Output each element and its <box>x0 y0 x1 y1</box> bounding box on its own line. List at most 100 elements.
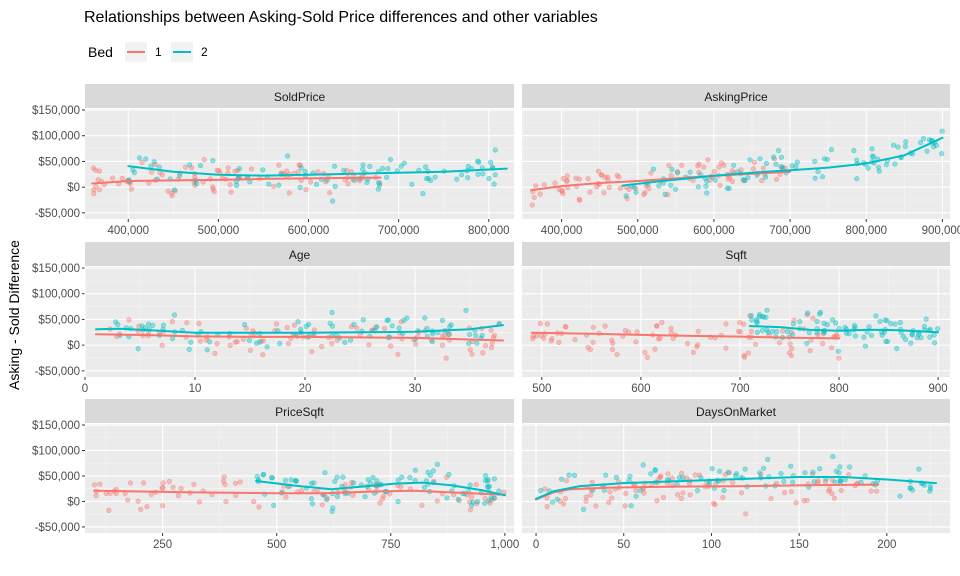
data-point <box>900 333 906 339</box>
data-point <box>345 181 351 187</box>
data-point <box>762 174 769 180</box>
data-point <box>385 317 391 323</box>
data-point <box>354 325 360 331</box>
data-point <box>156 164 162 170</box>
data-point <box>237 479 243 485</box>
data-point <box>483 473 489 479</box>
data-point <box>295 319 301 325</box>
data-point <box>837 464 843 470</box>
data-point <box>139 159 145 165</box>
data-point <box>757 156 763 162</box>
data-point <box>752 341 759 348</box>
data-point <box>376 179 382 186</box>
points-bed-2 <box>254 461 502 515</box>
x-tick-label: 800,000 <box>845 225 887 237</box>
data-point <box>201 157 207 163</box>
data-point <box>544 321 550 327</box>
data-point <box>585 344 591 351</box>
data-point <box>307 179 314 185</box>
data-point <box>324 497 330 503</box>
data-point <box>836 355 842 361</box>
data-point <box>469 494 475 500</box>
data-point <box>939 128 945 134</box>
data-point <box>330 198 336 204</box>
data-point <box>396 325 402 331</box>
data-point <box>628 503 634 509</box>
data-point <box>814 330 820 336</box>
data-point <box>861 334 867 340</box>
data-point <box>593 503 599 509</box>
data-point <box>448 322 454 328</box>
data-point <box>282 477 289 484</box>
x-tick-label: 400,000 <box>107 225 149 237</box>
data-point <box>759 177 765 184</box>
smooth-line-bed-2 <box>748 325 940 334</box>
data-point <box>315 169 321 175</box>
data-point <box>207 339 213 345</box>
y-tick-label: $150,000 <box>32 105 80 117</box>
data-point <box>791 317 797 323</box>
data-point <box>658 473 664 479</box>
data-point <box>251 499 257 505</box>
data-point <box>529 202 535 208</box>
data-point <box>894 345 900 352</box>
data-point <box>196 499 202 505</box>
data-point <box>169 318 175 325</box>
data-point <box>680 490 686 496</box>
data-point <box>890 142 897 148</box>
data-point <box>588 492 594 498</box>
y-tick-label: -$50,000 <box>35 208 80 220</box>
data-point <box>760 465 767 471</box>
facet-panels: SoldPrice -$50,000 $0 $50,000 $100,000 $150,0… <box>32 84 960 551</box>
data-point <box>182 164 188 170</box>
strip-pricesqft <box>85 399 514 423</box>
points-bed-1 <box>90 157 383 199</box>
data-point <box>119 175 125 181</box>
data-point <box>698 474 704 481</box>
y-tick-label: $50,000 <box>38 471 80 483</box>
data-point <box>232 339 238 345</box>
data-point <box>923 316 929 322</box>
data-point <box>439 317 446 324</box>
data-point <box>742 466 748 472</box>
data-point <box>170 484 176 490</box>
data-point <box>833 468 840 474</box>
data-point <box>148 491 154 498</box>
data-point <box>434 498 440 504</box>
data-point <box>815 169 821 175</box>
data-point <box>883 338 889 344</box>
data-point <box>873 488 880 494</box>
data-point <box>590 339 596 345</box>
data-point <box>430 468 436 474</box>
data-point <box>327 190 333 196</box>
data-point <box>793 163 799 170</box>
legend: Bed 1 2 <box>88 42 208 62</box>
smooth-line-bed-2 <box>621 136 944 187</box>
data-point <box>247 179 253 185</box>
data-point <box>765 456 771 463</box>
data-point <box>789 479 796 485</box>
data-point <box>833 331 840 337</box>
data-point <box>309 501 316 507</box>
data-point <box>533 333 540 339</box>
data-point <box>660 494 667 501</box>
data-point <box>388 343 394 349</box>
data-point <box>439 342 446 348</box>
smooth-line-bed-1 <box>91 176 382 185</box>
smooth-line-bed-1 <box>93 489 506 496</box>
data-point <box>473 332 479 339</box>
data-point <box>780 328 786 334</box>
data-point <box>927 486 934 492</box>
data-point <box>485 477 491 483</box>
points-bed-1 <box>91 474 507 514</box>
data-point <box>488 159 494 165</box>
data-point <box>564 173 570 179</box>
data-point <box>668 325 674 332</box>
data-point <box>566 472 572 478</box>
data-point <box>491 476 498 482</box>
data-point <box>675 492 681 498</box>
data-point <box>398 319 404 325</box>
data-point <box>920 135 927 142</box>
data-point <box>332 478 338 485</box>
data-point <box>652 467 658 473</box>
